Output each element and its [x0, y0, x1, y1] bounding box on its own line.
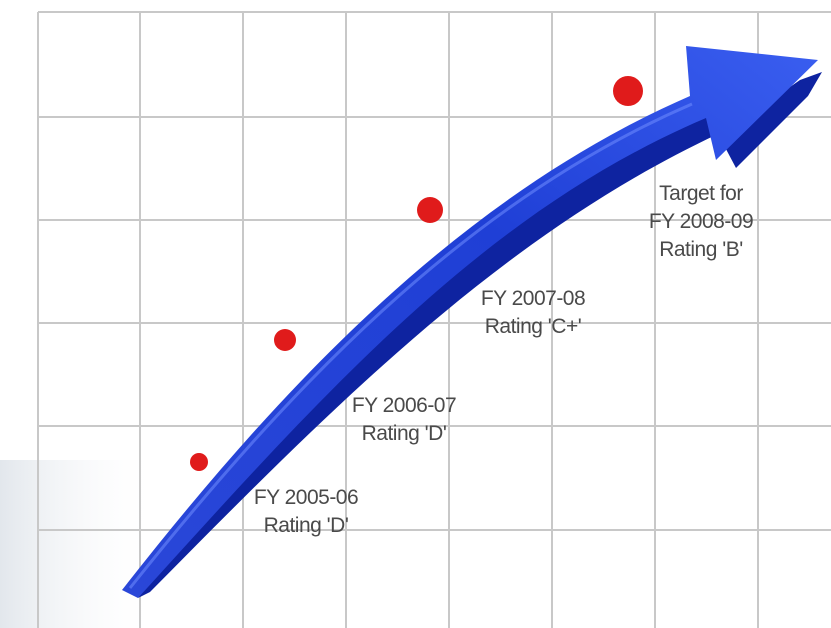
- milestone-year: FY 2007-08: [480, 287, 586, 310]
- milestone-rating: Rating 'B': [659, 238, 743, 261]
- milestone-label-fy2005: FY 2005-06 Rating 'D': [236, 484, 376, 540]
- milestone-rating: Rating 'D': [263, 514, 349, 537]
- background-shade: [0, 460, 160, 628]
- milestone-label-fy2006: FY 2006-07 Rating 'D': [334, 392, 474, 448]
- growth-arrow-icon: [122, 46, 822, 598]
- milestone-dot-icon: [190, 453, 208, 471]
- milestone-prefix: Target for: [659, 182, 743, 205]
- milestone-dot-icon: [613, 76, 643, 106]
- milestone-label-target-fy2008: Target for FY 2008-09 Rating 'B': [626, 180, 776, 264]
- grid: [37, 11, 831, 628]
- milestone-rating: Rating 'D': [361, 422, 447, 445]
- milestone-year: FY 2006-07: [351, 394, 457, 417]
- milestone-year: FY 2005-06: [253, 486, 359, 509]
- milestone-rating: Rating 'C+': [484, 315, 582, 338]
- milestone-label-fy2007: FY 2007-08 Rating 'C+': [463, 285, 603, 341]
- milestone-year: FY 2008-09: [648, 210, 754, 233]
- milestone-dot-icon: [274, 329, 296, 351]
- milestone-dot-icon: [417, 197, 443, 223]
